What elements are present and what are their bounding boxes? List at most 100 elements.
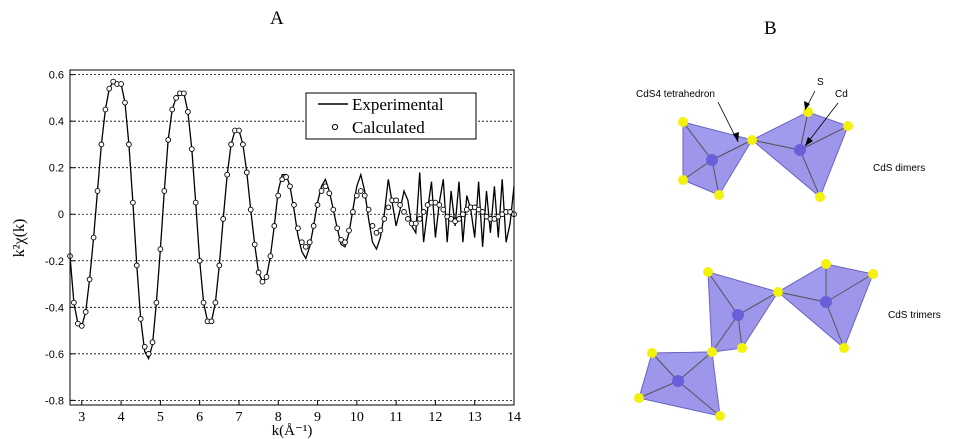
- point-calculated: [365, 206, 372, 213]
- cd-atom: [732, 309, 744, 321]
- point-calculated: [298, 239, 305, 246]
- x-axis-label: k(Å⁻¹): [272, 423, 313, 439]
- point-calculated: [310, 223, 317, 229]
- s-atom: [737, 343, 747, 353]
- point-calculated: [330, 206, 337, 213]
- point-calculated: [353, 192, 360, 199]
- trimers-label: CdS trimers: [888, 310, 941, 321]
- point-calculated: [275, 192, 282, 199]
- point-calculated: [102, 106, 109, 113]
- point-calculated: [90, 234, 97, 241]
- point-calculated: [334, 225, 341, 232]
- point-calculated: [130, 199, 136, 206]
- chart-legend: Experimental Calculated: [305, 92, 477, 140]
- x-tick-label: 9: [314, 410, 321, 425]
- dimer-bond-1: [682, 121, 713, 161]
- x-tick-label: 12: [428, 410, 442, 425]
- point-calculated: [420, 209, 427, 215]
- point-calculated: [118, 81, 124, 87]
- x-tick-label: 13: [468, 410, 482, 425]
- point-calculated: [405, 216, 411, 222]
- point-calculated: [247, 206, 254, 213]
- point-calculated: [106, 85, 113, 92]
- point-calculated: [86, 276, 93, 283]
- point-calculated: [393, 197, 399, 204]
- trimer-group: [634, 259, 878, 421]
- exafs-chart: 0.6 0.4 0.2 0 -0.2 -0.4 -0.6 -0.8 3 4 5 6 7 8 9 10 11 12…: [11, 69, 521, 439]
- s-atom: [747, 135, 757, 145]
- dimer-bond-7: [799, 125, 849, 151]
- point-calculated: [350, 209, 356, 215]
- panel-a-label: A: [270, 8, 284, 29]
- y-tick-label: 0: [58, 209, 64, 221]
- point-calculated: [263, 274, 270, 280]
- point-calculated: [460, 211, 466, 218]
- point-calculated: [381, 216, 388, 222]
- point-calculated: [306, 239, 313, 246]
- s-arrowhead: [804, 101, 810, 110]
- point-calculated: [122, 99, 128, 106]
- point-calculated: [255, 269, 262, 276]
- y-tick-label: 0.2: [49, 163, 64, 175]
- s-atom: [773, 287, 783, 297]
- point-calculated: [157, 246, 164, 252]
- point-calculated: [196, 257, 203, 264]
- point-calculated: [346, 227, 352, 234]
- point-calculated: [287, 183, 293, 190]
- point-calculated: [377, 227, 384, 234]
- y-axis-ticks: 0.6 0.4 0.2 0 -0.2 -0.4 -0.6 -0.8: [45, 70, 75, 407]
- x-tick-label: 8: [275, 410, 282, 425]
- point-calculated: [141, 343, 148, 350]
- point-calculated: [216, 262, 223, 269]
- point-calculated: [161, 188, 168, 194]
- point-calculated: [302, 243, 309, 250]
- point-calculated: [401, 209, 407, 215]
- legend-circle-sample: [331, 123, 339, 131]
- dimer-bond-6: [799, 111, 809, 151]
- point-calculated: [71, 299, 77, 306]
- trimer-bond-2: [651, 352, 679, 382]
- trimer-bond-11: [825, 273, 874, 303]
- dimer-bond-8: [799, 149, 821, 198]
- y-tick-label: -0.8: [45, 395, 64, 407]
- cd-arrow: [804, 102, 839, 147]
- trimer-bond-3: [677, 351, 713, 382]
- x-tick-label: 3: [78, 410, 85, 425]
- point-calculated: [220, 216, 227, 222]
- s-atom: [634, 393, 644, 403]
- s-atom: [647, 348, 657, 358]
- grid-lines: [70, 74, 514, 401]
- point-calculated: [137, 316, 144, 322]
- legend-label-experimental: Experimental: [352, 95, 444, 114]
- x-tick-label: 10: [350, 410, 364, 425]
- dimer-group: [678, 107, 853, 202]
- point-calculated: [440, 206, 447, 213]
- x-tick-label: 14: [507, 410, 521, 425]
- y-tick-label: 0.4: [49, 116, 64, 128]
- trimer-bond-9: [777, 291, 827, 303]
- point-calculated: [236, 127, 242, 134]
- x-tick-label: 11: [389, 410, 402, 425]
- point-calculated: [369, 223, 376, 229]
- s-atom: [678, 175, 688, 185]
- point-calculated: [416, 216, 423, 222]
- y-tick-label: -0.2: [45, 256, 64, 268]
- point-calculated: [188, 146, 195, 152]
- point-calculated: [133, 262, 140, 269]
- trimer-bond-1: [638, 380, 679, 399]
- point-calculated: [318, 188, 325, 194]
- panel-b-label: B: [764, 18, 777, 39]
- cd-label: Cd: [835, 89, 848, 100]
- point-calculated: [479, 209, 486, 215]
- point-calculated: [153, 299, 160, 306]
- s-atom: [803, 107, 813, 117]
- s-atom: [821, 259, 831, 269]
- legend-label-calculated: Calculated: [352, 118, 425, 137]
- point-calculated: [295, 225, 301, 232]
- point-calculated: [208, 318, 215, 325]
- point-calculated: [228, 141, 234, 148]
- point-calculated: [181, 90, 187, 97]
- s-atom: [678, 117, 688, 127]
- point-calculated: [267, 253, 274, 259]
- cd-atom: [706, 154, 718, 166]
